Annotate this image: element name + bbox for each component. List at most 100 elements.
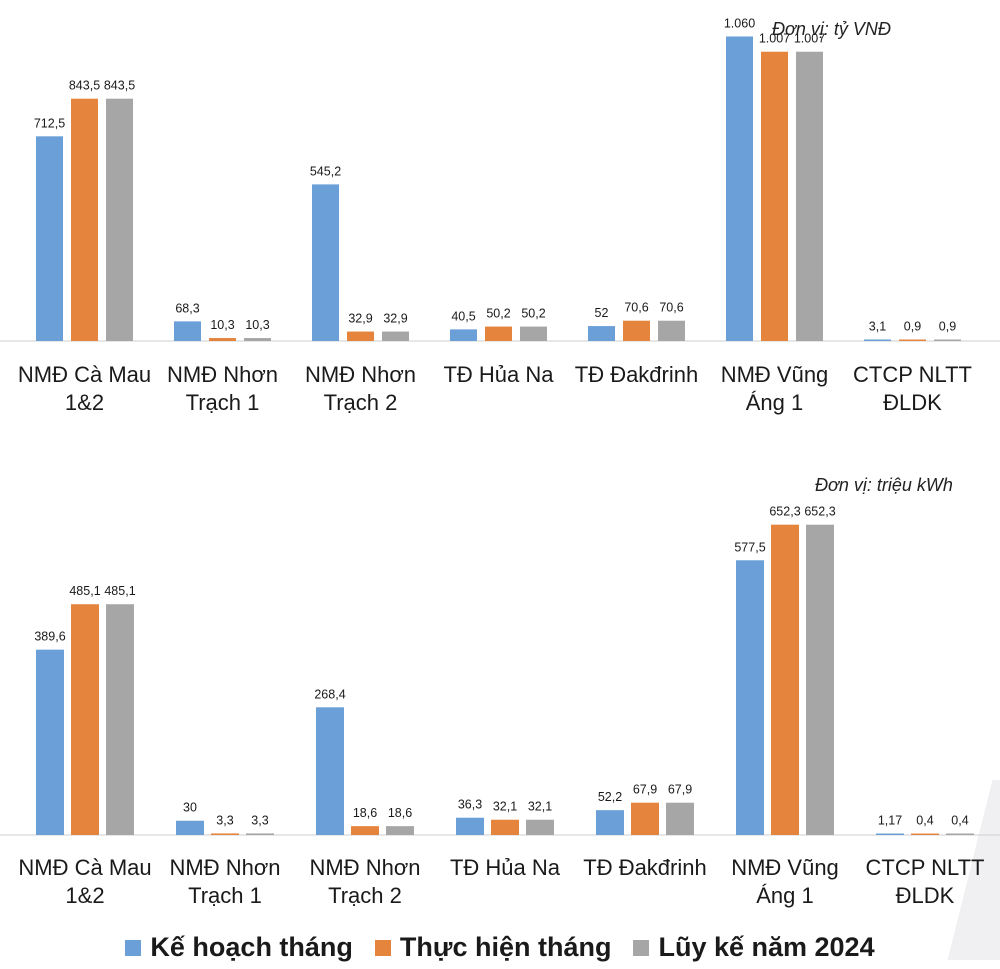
category-label-line: NMĐ Cà Mau (18, 855, 151, 880)
data-label-plan-3: 36,3 (458, 798, 482, 812)
data-label-cumulative-3: 32,1 (528, 800, 552, 814)
bar-actual-3 (491, 819, 519, 835)
data-label-plan-2: 545,2 (310, 164, 341, 178)
data-label-actual-2: 18,6 (353, 806, 377, 820)
bar-actual-3 (485, 326, 512, 341)
bar-actual-6 (911, 833, 939, 835)
data-label-plan-4: 52 (595, 306, 609, 320)
category-label-4: TĐ Đakđrinh (575, 362, 698, 387)
bar-cumulative-6 (934, 339, 961, 341)
bar-cumulative-3 (526, 819, 554, 835)
bar-actual-5 (771, 524, 799, 835)
bar-actual-5 (761, 51, 788, 341)
legend-item-cumulative: Lũy kế năm 2024 (633, 932, 875, 963)
category-label-line: TĐ Đakđrinh (583, 855, 706, 880)
data-label-plan-5: 577,5 (734, 540, 765, 554)
legend-label-actual: Thực hiện tháng (399, 932, 612, 962)
legend-label-cumulative: Lũy kế năm 2024 (658, 932, 875, 962)
bar-plan-3 (450, 329, 477, 341)
data-label-plan-2: 268,4 (314, 687, 345, 701)
bar-actual-2 (351, 826, 379, 835)
category-label-line: TĐ Hủa Na (450, 855, 561, 880)
data-label-cumulative-3: 50,2 (521, 307, 545, 321)
data-label-actual-3: 50,2 (486, 307, 510, 321)
data-label-cumulative-0: 843,5 (104, 79, 135, 93)
data-label-actual-0: 843,5 (69, 79, 100, 93)
output-bar-chart: 389,6 485,1 485,1 NMĐ Cà Mau 1&2 30 3,3 3,3 NMĐ … (0, 505, 1000, 908)
data-label-cumulative-0: 485,1 (104, 584, 135, 598)
category-label-line: Áng 1 (756, 883, 814, 908)
data-label-actual-5: 1.007 (759, 32, 790, 46)
data-label-actual-6: 0,9 (904, 320, 921, 334)
bar-plan-5 (736, 560, 764, 835)
bar-plan-1 (176, 820, 204, 835)
bar-actual-0 (71, 98, 98, 341)
data-label-actual-2: 32,9 (348, 312, 372, 326)
data-label-plan-5: 1.060 (724, 16, 755, 30)
data-label-actual-3: 32,1 (493, 800, 517, 814)
data-label-cumulative-5: 1.007 (794, 32, 825, 46)
category-label-2: NMĐ Nhơn Trạch 2 (310, 855, 421, 908)
bar-plan-5 (726, 36, 753, 342)
data-label-plan-0: 389,6 (34, 630, 65, 644)
legend: Kế hoạch tháng Thực hiện tháng Lũy kế nă… (0, 926, 1000, 969)
category-label-line: Trạch 2 (328, 883, 402, 908)
data-label-plan-0: 712,5 (34, 116, 65, 130)
legend-swatch-cumulative (633, 939, 650, 956)
bar-cumulative-4 (658, 320, 685, 341)
bar-actual-4 (631, 802, 659, 835)
bar-cumulative-0 (106, 98, 133, 341)
bar-plan-1 (174, 321, 201, 341)
bar-actual-4 (623, 320, 650, 341)
category-label-line: Trạch 1 (188, 883, 262, 908)
bar-plan-3 (456, 817, 484, 835)
bar-cumulative-1 (246, 833, 274, 835)
legend-swatch-plan (125, 939, 142, 956)
legend-swatch-actual (374, 939, 391, 956)
category-label-line: NMĐ Nhơn (170, 855, 281, 880)
data-label-cumulative-4: 67,9 (668, 783, 692, 797)
category-label-line: NMĐ Vũng (731, 855, 839, 880)
data-label-actual-0: 485,1 (69, 584, 100, 598)
data-label-actual-1: 3,3 (216, 813, 233, 827)
category-label-line: NMĐ Cà Mau (18, 362, 151, 387)
bar-plan-6 (864, 339, 891, 341)
category-label-5: NMĐ Vũng Áng 1 (731, 855, 839, 908)
legend-item-actual: Thực hiện tháng (374, 932, 612, 963)
bar-actual-1 (211, 833, 239, 835)
category-label-line: TĐ Hủa Na (443, 362, 554, 387)
bar-cumulative-2 (386, 826, 414, 835)
category-label-line: CTCP NLTT (866, 855, 985, 880)
category-label-6: CTCP NLTT ĐLDK (866, 855, 985, 908)
category-label-3: TĐ Hủa Na (450, 855, 561, 880)
category-label-line: NMĐ Vũng (721, 362, 829, 387)
bar-actual-0 (71, 604, 99, 835)
data-label-actual-4: 67,9 (633, 783, 657, 797)
bar-cumulative-4 (666, 802, 694, 835)
category-label-line: Trạch 2 (324, 390, 398, 415)
bar-cumulative-6 (946, 833, 974, 835)
bar-plan-0 (36, 136, 63, 341)
data-label-cumulative-1: 3,3 (251, 813, 268, 827)
bar-cumulative-5 (796, 51, 823, 341)
data-label-plan-1: 30 (183, 801, 197, 815)
category-label-5: NMĐ Vũng Áng 1 (721, 362, 829, 415)
unit-label-output: Đơn vị: triệu kWh (815, 475, 953, 495)
category-label-1: NMĐ Nhơn Trạch 1 (167, 362, 278, 415)
unit-label-revenue: Đơn vị: tỷ VNĐ (772, 19, 891, 39)
bar-plan-2 (316, 707, 344, 835)
data-label-plan-6: 1,17 (878, 814, 902, 828)
data-label-actual-4: 70,6 (624, 301, 648, 315)
bar-plan-0 (36, 649, 64, 835)
bar-plan-4 (596, 810, 624, 835)
category-label-3: TĐ Hủa Na (443, 362, 554, 387)
category-label-line: TĐ Đakđrinh (575, 362, 698, 387)
legend-label-plan: Kế hoạch tháng (150, 932, 353, 962)
data-label-cumulative-5: 652,3 (804, 505, 835, 519)
data-label-plan-3: 40,5 (451, 309, 475, 323)
category-label-line: Áng 1 (746, 390, 804, 415)
category-label-line: NMĐ Nhơn (310, 855, 421, 880)
data-label-cumulative-6: 0,4 (951, 814, 968, 828)
bar-cumulative-5 (806, 524, 834, 835)
category-label-line: 1&2 (65, 883, 104, 908)
